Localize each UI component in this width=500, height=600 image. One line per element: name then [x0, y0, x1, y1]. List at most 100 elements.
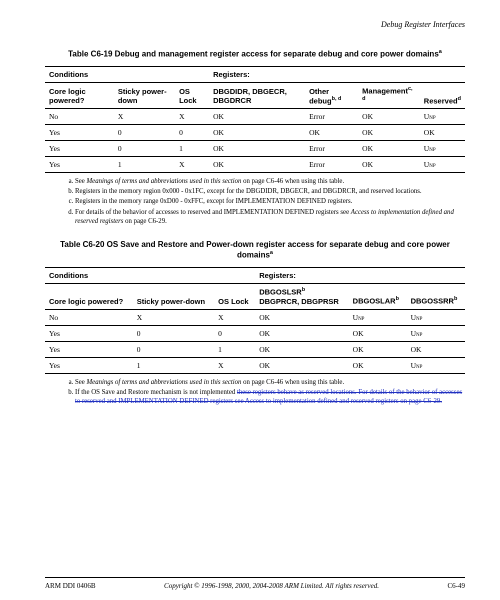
- t2-c6s: b: [454, 296, 457, 302]
- table2-footnotes: See Meanings of terms and abbreviations …: [65, 378, 465, 407]
- table2-title: Table C6-20 OS Save and Restore and Powe…: [45, 240, 465, 261]
- table-cell: 1: [214, 341, 255, 357]
- table-cell: OK: [305, 125, 358, 141]
- t1-c4: DBGDIDR, DBGECR, DBGDRCR: [209, 83, 305, 109]
- table-cell: Unp: [407, 325, 465, 341]
- t2-c2: Sticky power-down: [133, 284, 214, 310]
- table-cell: Yes: [45, 325, 133, 341]
- table-cell: OK: [209, 157, 305, 173]
- table-cell: No: [45, 109, 114, 125]
- table-cell: Unp: [349, 309, 407, 325]
- table-cell: 0: [133, 341, 214, 357]
- t2-c5: DBGOSLARb: [349, 284, 407, 310]
- t1-fn-b: Registers in the memory region 0x000 - 0…: [75, 187, 465, 196]
- t1-fn-a2: Meanings of terms and abbreviations used…: [87, 178, 242, 185]
- table-cell: 0: [114, 125, 175, 141]
- t2-c5s: b: [396, 296, 399, 302]
- t1-c2: Sticky power-down: [114, 83, 175, 109]
- table2-title-text: Table C6-20 OS Save and Restore and Powe…: [60, 240, 450, 260]
- t2-c6: DBGOSSRRb: [407, 284, 465, 310]
- t2-c4s: b: [302, 287, 305, 293]
- t2-c5a: DBGOSLAR: [353, 297, 396, 306]
- t2-c3: OS Lock: [214, 284, 255, 310]
- t1-fn-c: Registers in the memory range 0xD00 - 0x…: [75, 197, 465, 206]
- t2-c4a: DBGOSLSR: [259, 288, 302, 297]
- t1-c3: OS Lock: [175, 83, 209, 109]
- table-cell: Error: [305, 109, 358, 125]
- table-cell: OK: [255, 325, 348, 341]
- table-cell: OK: [407, 341, 465, 357]
- table-row: Yes1XOKErrorOKUnp: [45, 157, 465, 173]
- t2-c1: Core logic powered?: [45, 284, 133, 310]
- table-cell: 1: [175, 141, 209, 157]
- table-row: Yes1XOKOKUnp: [45, 357, 465, 373]
- t2-fn-a: See Meanings of terms and abbreviations …: [75, 378, 465, 387]
- footer-page: C6-49: [448, 582, 466, 590]
- table-cell: Error: [305, 157, 358, 173]
- table-cell: Yes: [45, 125, 114, 141]
- t1-c6: Managementc, d: [358, 83, 420, 109]
- t2-fn-a3: on page C6-46 when using this table.: [241, 379, 344, 386]
- table-row: Yes00OKOKOKOK: [45, 125, 465, 141]
- table-cell: OK: [255, 309, 348, 325]
- table-cell: Yes: [45, 341, 133, 357]
- t1-fn-d: For details of the behavior of accesses …: [75, 208, 465, 226]
- t1-c5s: b, d: [332, 96, 342, 102]
- table-cell: OK: [209, 141, 305, 157]
- t2-grp-cond: Conditions: [45, 268, 255, 284]
- table-cell: Error: [305, 141, 358, 157]
- t2-c4b: DBGPRCR, DBGPRSR: [259, 297, 339, 306]
- table-cell: X: [175, 109, 209, 125]
- table1-title: Table C6-19 Debug and management registe…: [45, 49, 465, 60]
- t1-c1: Core logic powered?: [45, 83, 114, 109]
- t2-fn-a2: Meanings of terms and abbreviations used…: [87, 379, 242, 386]
- table-cell: OK: [255, 341, 348, 357]
- t1-c7a: Reserved: [424, 96, 458, 105]
- table-cell: OK: [209, 109, 305, 125]
- table-cell: OK: [358, 109, 420, 125]
- table-cell: OK: [358, 157, 420, 173]
- table-cell: 1: [114, 157, 175, 173]
- table-cell: OK: [420, 125, 465, 141]
- footer-copy: Copyright © 1996-1998, 2000, 2004-2008 A…: [96, 582, 448, 590]
- table1: Conditions Registers: Core logic powered…: [45, 66, 465, 173]
- t1-fn-a: See Meanings of terms and abbreviations …: [75, 177, 465, 186]
- t2-fn-b: If the OS Save and Restore mechanism is …: [75, 388, 465, 406]
- table-cell: X: [133, 309, 214, 325]
- table1-title-sup: a: [439, 49, 442, 55]
- table-cell: OK: [358, 141, 420, 157]
- t1-grp-cond: Conditions: [45, 67, 209, 83]
- table-cell: OK: [209, 125, 305, 141]
- table-row: NoXXOKUnpUnp: [45, 309, 465, 325]
- t2-fn-a1: See: [75, 379, 87, 386]
- t1-grp-reg: Registers:: [209, 67, 465, 83]
- page-header: Debug Register Interfaces: [45, 20, 465, 29]
- table2: Conditions Registers: Core logic powered…: [45, 267, 465, 374]
- table-cell: OK: [349, 325, 407, 341]
- table-cell: X: [114, 109, 175, 125]
- t1-c7s: d: [458, 96, 461, 102]
- table-cell: Unp: [407, 357, 465, 373]
- table-cell: Yes: [45, 157, 114, 173]
- table-cell: 1: [133, 357, 214, 373]
- t1-c7: Reservedd: [420, 83, 465, 109]
- table-cell: X: [175, 157, 209, 173]
- table-cell: Unp: [420, 109, 465, 125]
- t1-fn-d1: For details of the behavior of accesses …: [75, 209, 351, 216]
- t1-c5a: Other debug: [309, 87, 332, 106]
- table1-title-text: Table C6-19 Debug and management registe…: [68, 50, 439, 59]
- t1-c6a: Management: [362, 87, 408, 96]
- table-cell: Yes: [45, 357, 133, 373]
- table-cell: OK: [349, 357, 407, 373]
- t1-fn-d3: on page C6-29.: [123, 218, 166, 225]
- table-cell: 0: [133, 325, 214, 341]
- table-cell: 0: [114, 141, 175, 157]
- table-row: Yes00OKOKUnp: [45, 325, 465, 341]
- table-cell: X: [214, 357, 255, 373]
- table-cell: OK: [358, 125, 420, 141]
- t2-c4: DBGOSLSRb DBGPRCR, DBGPRSR: [255, 284, 348, 310]
- table2-title-sup: a: [270, 250, 273, 256]
- table-cell: Unp: [420, 157, 465, 173]
- t1-c5: Other debugb, d: [305, 83, 358, 109]
- table-row: NoXXOKErrorOKUnp: [45, 109, 465, 125]
